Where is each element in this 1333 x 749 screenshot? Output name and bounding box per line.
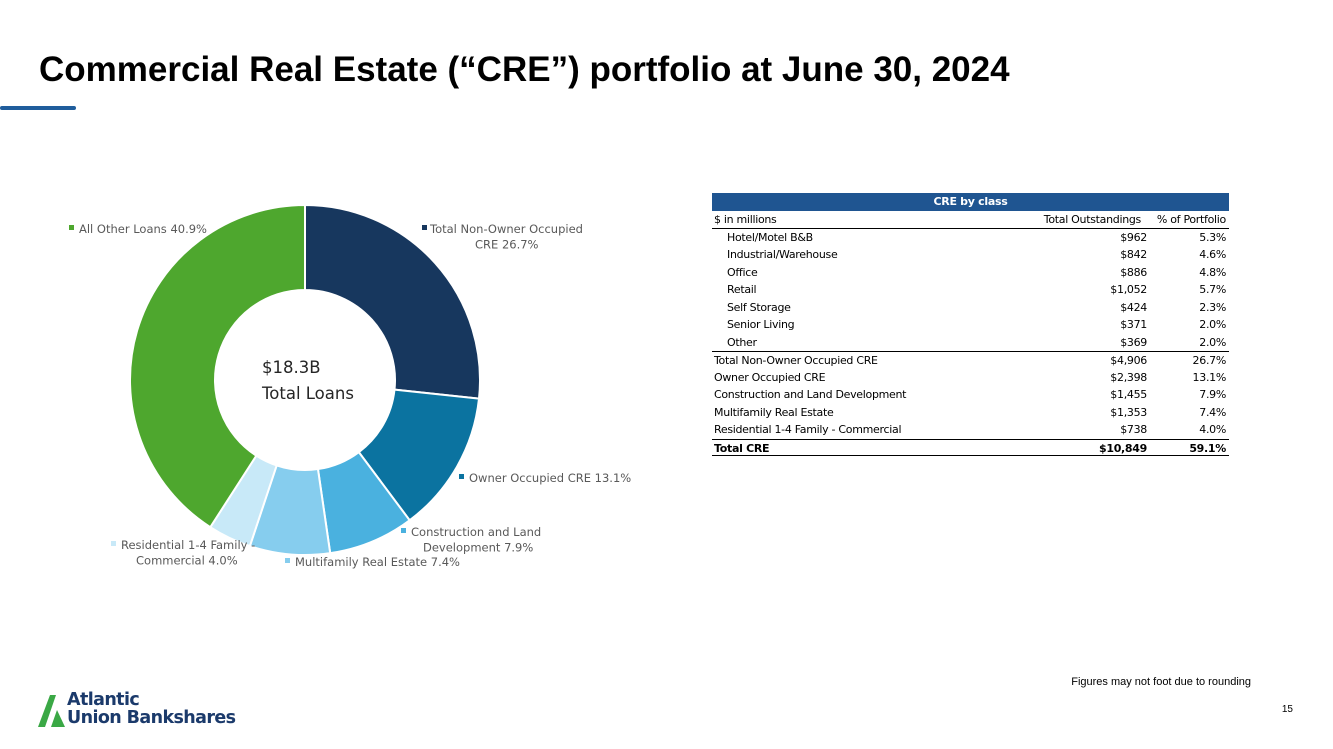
row-percent: 7.4% [1199,405,1226,419]
row-label: Construction and Land Development [714,388,907,401]
legend-marker [459,474,464,479]
row-percent: 4.6% [1199,248,1226,261]
slice-label-line: CRE 26.7% [475,238,539,252]
table-row: Self Storage $424 2.3% [712,299,1229,317]
row-label: Senior Living [727,318,795,331]
column-header-outstandings: Total Outstandings [1043,213,1142,226]
column-header-percent: % of Portfolio [1156,213,1226,226]
table-row: Owner Occupied CRE $2,398 13.1% [712,369,1229,387]
table-row: Senior Living $371 2.0% [712,316,1229,334]
column-header-units: $ in millions [714,213,777,226]
row-amount: $738 [1120,423,1147,436]
logo-line-1: Atlantic [67,690,140,710]
slice-label-line: Development 7.9% [423,541,533,555]
table-row: Other $369 2.0% [712,334,1229,352]
slice-label-line: Multifamily Real Estate 7.4% [295,555,460,569]
cre-donut-chart: Total Non-Owner Occupied CRE 26.7% Owner O… [69,203,631,569]
row-percent: 7.9% [1199,388,1226,401]
table-row: Total Non-Owner Occupied CRE $4,906 26.7% [712,351,1229,369]
row-amount: $1,455 [1110,388,1147,401]
slice-label: Owner Occupied CRE 13.1% [469,471,631,485]
donut-slice [129,203,306,529]
row-percent: 5.7% [1199,283,1226,296]
row-label: Residential 1-4 Family - Commercial [714,423,902,436]
row-percent: 26.7% [1192,354,1227,367]
row-label: Owner Occupied CRE [714,370,826,384]
row-label: Total Non-Owner Occupied CRE [714,354,878,367]
row-amount: $886 [1120,265,1147,279]
legend-marker [401,528,406,533]
legend-marker [69,225,74,230]
company-logo: Atlantic Union Bankshares [38,690,268,732]
table-row: Retail $1,052 5.7% [712,281,1229,299]
row-label: Hotel/Motel B&B [727,230,813,244]
slice-label-line: Total Non-Owner Occupied [429,222,583,236]
slice-label: Residential 1-4 Family - Commercial 4.0% [121,538,255,568]
row-amount: $424 [1120,300,1147,314]
row-percent: 59.1% [1189,441,1226,455]
logo-mark-icon [38,695,65,727]
cre-by-class-table: CRE by class $ in millions Total Outstan… [712,193,1229,456]
table-row: Construction and Land Development $1,455 7… [712,386,1229,404]
table-row: Multifamily Real Estate $1,353 7.4% [712,404,1229,422]
row-percent: 4.8% [1199,265,1226,279]
center-label-line: $18.3B [262,358,321,377]
row-label: Office [727,265,758,279]
slice-label: Construction and Land Development 7.9% [411,525,541,555]
slice-label: Total Non-Owner Occupied CRE 26.7% [429,222,583,252]
legend-marker [285,558,290,563]
title-underline [0,106,76,110]
row-percent: 2.3% [1199,300,1226,314]
row-amount: $10,849 [1098,441,1147,455]
logo-line-2: Union Bankshares [67,707,236,728]
row-label: Self Storage [727,300,791,314]
center-label-line: Total Loans [261,384,354,403]
footnote: Figures may not foot due to rounding [1071,676,1251,688]
row-label: Other [727,335,757,349]
slice-label-line: Residential 1-4 Family - [121,538,255,552]
logo-wordmark: Atlantic Union Bankshares [67,690,236,728]
table-row: Hotel/Motel B&B $962 5.3% [712,229,1229,247]
row-label: Multifamily Real Estate [714,405,834,419]
slice-label-line: Construction and Land [411,525,541,539]
row-amount: $369 [1120,335,1147,349]
slice-label: All Other Loans 40.9% [79,222,207,236]
row-label: Retail [727,283,757,296]
row-amount: $371 [1120,318,1147,331]
table-row: Residential 1-4 Family - Commercial $738 4… [712,421,1229,439]
row-label: Industrial/Warehouse [727,248,838,261]
donut-center-label: $18.3B Total Loans [261,358,354,403]
row-percent: 13.1% [1192,370,1227,384]
row-amount: $1,353 [1110,405,1147,419]
legend-marker [422,225,427,230]
row-percent: 5.3% [1199,230,1226,244]
row-amount: $842 [1120,248,1147,261]
row-percent: 2.0% [1199,318,1226,331]
table-column-headers: $ in millions Total Outstandings % of Po… [712,211,1229,229]
row-amount: $962 [1120,230,1147,244]
table-header: CRE by class [712,193,1229,211]
table-row: Office $886 4.8% [712,264,1229,282]
slice-label: Multifamily Real Estate 7.4% [295,555,460,569]
row-amount: $4,906 [1110,354,1147,367]
slice-label-line: All Other Loans 40.9% [79,222,207,236]
slice-label-line: Commercial 4.0% [136,554,238,568]
donut-slice [304,203,481,400]
row-amount: $1,052 [1110,283,1147,296]
table-total-row: Total CRE $10,849 59.1% [712,438,1229,456]
page-title: Commercial Real Estate (“CRE”) portfolio… [39,50,1010,89]
table-body: Hotel/Motel B&B $962 5.3% Industrial/Wareho… [712,229,1229,456]
page-number: 15 [1281,704,1293,715]
row-percent: 2.0% [1199,335,1226,349]
legend-marker [111,541,116,546]
slice-label-line: Owner Occupied CRE 13.1% [469,471,631,485]
row-percent: 4.0% [1199,423,1226,436]
row-label: Total CRE [714,441,770,455]
row-amount: $2,398 [1110,370,1147,384]
table-row: Industrial/Warehouse $842 4.6% [712,246,1229,264]
